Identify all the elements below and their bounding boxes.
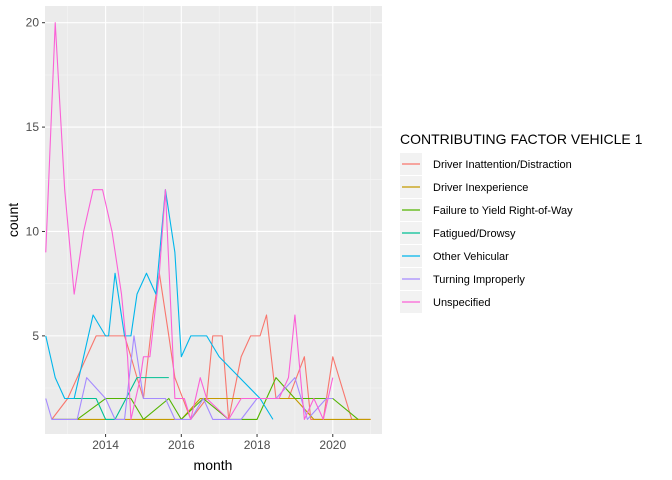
legend-label: Driver Inexperience: [433, 182, 528, 194]
legend-label: Failure to Yield Right-of-Way: [433, 205, 573, 217]
legend-title: CONTRIBUTING FACTOR VEHICLE 1: [400, 131, 643, 147]
legend-item-driver-inattention-distraction: Driver Inattention/Distraction: [400, 153, 572, 175]
legend-items: Driver Inattention/Distraction Driver Ine…: [400, 153, 573, 313]
series-line-unspecified: [45, 22, 334, 420]
y-axis-title: count: [5, 203, 21, 237]
legend-label: Fatigued/Drowsy: [433, 228, 516, 240]
y-tick-label: 5: [32, 329, 39, 343]
legend-item-unspecified: Unspecified: [400, 291, 490, 313]
legend-label: Turning Improperly: [433, 274, 525, 286]
plot-panel: [45, 6, 382, 434]
x-axis-title: month: [194, 457, 233, 473]
legend-item-turning-improperly: Turning Improperly: [400, 268, 525, 290]
ticks-layer: 2014 2016 2018 2020 5 10 15 20: [26, 16, 347, 452]
series-line-fatigued-drowsy: [67, 377, 169, 420]
y-tick-label: 20: [26, 16, 40, 30]
y-tick-label: 10: [26, 224, 40, 238]
series-line-driver-inattention-distraction: [51, 272, 371, 420]
series-layer: [45, 22, 371, 420]
x-tick-label: 2014: [92, 438, 119, 452]
legend-item-driver-inexperience: Driver Inexperience: [400, 176, 528, 198]
legend-label: Other Vehicular: [433, 251, 509, 263]
x-tick-label: 2016: [168, 438, 195, 452]
x-tick-label: 2018: [244, 438, 271, 452]
legend-label: Driver Inattention/Distraction: [433, 159, 572, 171]
legend-label: Unspecified: [433, 297, 490, 309]
y-tick-label: 15: [26, 120, 40, 134]
legend-item-other-vehicular: Other Vehicular: [400, 245, 509, 267]
x-tick-label: 2020: [319, 438, 346, 452]
legend-item-fatigued-drowsy: Fatigued/Drowsy: [400, 222, 516, 244]
legend-item-failure-to-yield-right-of-way: Failure to Yield Right-of-Way: [400, 199, 573, 221]
series-line-turning-improperly: [45, 335, 333, 420]
series-line-other-vehicular: [45, 189, 274, 420]
legend: CONTRIBUTING FACTOR VEHICLE 1 Driver Ina…: [400, 131, 643, 313]
grid-minor: [45, 6, 382, 434]
